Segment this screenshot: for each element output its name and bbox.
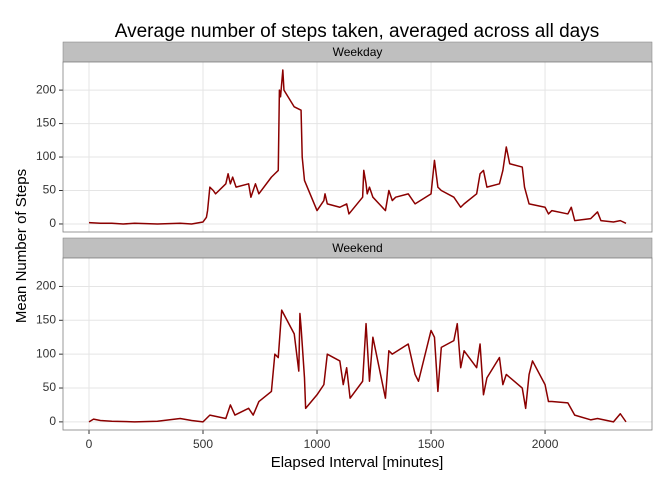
y-tick-label: 200 [36, 279, 56, 293]
y-tick-label: 50 [43, 380, 57, 394]
y-tick-label: 0 [49, 216, 56, 230]
line [88, 309, 627, 423]
x-tick-label: 500 [193, 437, 213, 451]
chart-title: Average number of steps taken, averaged … [115, 21, 599, 42]
panel-border [62, 257, 653, 431]
line [88, 69, 627, 225]
x-tick-label: 1000 [304, 437, 331, 451]
y-tick-label: 100 [36, 149, 56, 163]
y-tick-label: 200 [36, 82, 56, 96]
y-tick-label: 0 [49, 414, 56, 428]
panel [63, 258, 652, 430]
y-tick-label: 100 [36, 346, 56, 360]
x-tick-label: 1500 [418, 437, 445, 451]
x-tick-label: 0 [86, 437, 93, 451]
strip-label: Weekday [333, 45, 383, 59]
x-tick-label: 2000 [532, 437, 559, 451]
panel [63, 62, 652, 232]
y-axis-label: Mean Number of Steps [13, 169, 30, 323]
y-tick-label: 50 [43, 183, 57, 197]
x-axis-label: Elapsed Interval [minutes] [271, 454, 444, 471]
y-tick-label: 150 [36, 116, 56, 130]
panel-border [62, 61, 653, 233]
strip-label: Weekend [332, 241, 382, 255]
y-tick-label: 150 [36, 312, 56, 326]
